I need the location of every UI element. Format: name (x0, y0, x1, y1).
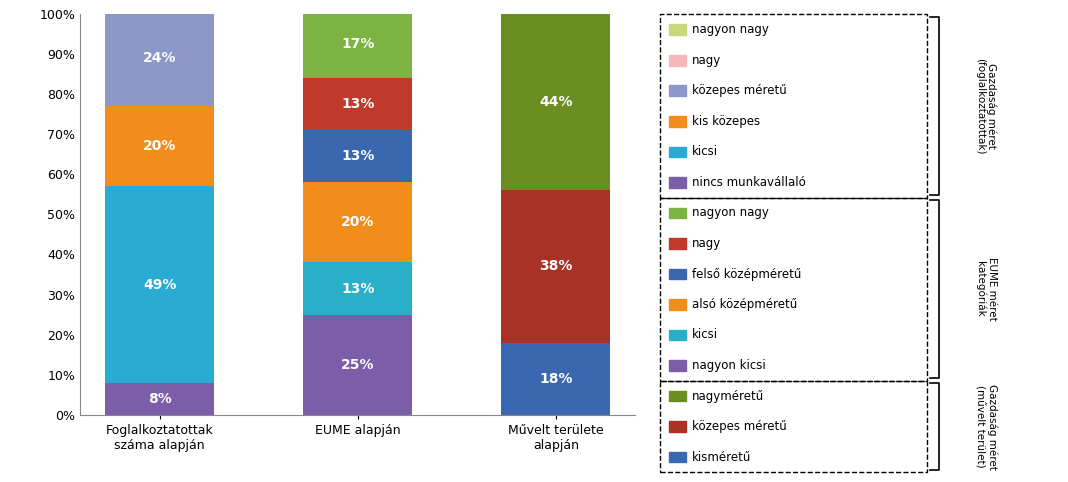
Bar (303, 314, 412, 415)
Text: felső középméretű: felső középméretű (692, 268, 801, 281)
Text: kicsi: kicsi (692, 329, 718, 341)
Text: 13%: 13% (341, 97, 375, 111)
Text: Gazdaság méret
(foglalkoztatottak): Gazdaság méret (foglalkoztatottak) (975, 58, 996, 154)
Text: nagyméretű: nagyméretű (692, 389, 765, 402)
Text: Gazdaság méret
(művelt terület): Gazdaság méret (művelt terület) (974, 384, 998, 469)
Text: 13%: 13% (341, 281, 375, 295)
Text: 24%: 24% (143, 52, 176, 66)
Text: nagyon nagy: nagyon nagy (692, 23, 769, 36)
Bar (501, 190, 610, 343)
Text: 20%: 20% (341, 215, 375, 229)
Text: 38%: 38% (539, 259, 572, 273)
Text: kis közepes: kis közepes (692, 115, 760, 128)
Text: kicsi: kicsi (692, 146, 718, 158)
Bar (106, 11, 215, 107)
Bar (501, 343, 610, 415)
Text: 49%: 49% (143, 278, 176, 292)
Text: 18%: 18% (539, 372, 572, 386)
Bar (501, 14, 610, 190)
Bar (303, 11, 412, 79)
Bar (106, 383, 215, 415)
Text: 8%: 8% (147, 391, 172, 405)
Text: kisméretű: kisméretű (692, 451, 752, 464)
Text: 25%: 25% (341, 358, 375, 372)
Text: nagy: nagy (692, 54, 721, 67)
Text: 20%: 20% (143, 139, 176, 153)
Bar (303, 183, 412, 263)
Bar (303, 79, 412, 131)
Text: nagyon nagy: nagyon nagy (692, 206, 769, 219)
Text: 44%: 44% (539, 95, 572, 109)
Text: EUME méret
kategóriák: EUME méret kategóriák (975, 257, 996, 321)
Text: közepes méretű: közepes méretű (692, 420, 787, 433)
Bar (106, 107, 215, 187)
Bar (106, 187, 215, 383)
Text: 17%: 17% (341, 38, 375, 52)
Text: nincs munkavállaló: nincs munkavállaló (692, 176, 806, 189)
Bar (303, 131, 412, 183)
Text: közepes méretű: közepes méretű (692, 84, 787, 97)
Text: 13%: 13% (341, 149, 375, 163)
Text: nagy: nagy (692, 237, 721, 250)
Text: alsó középméretű: alsó középméretű (692, 298, 798, 311)
Text: nagyon kicsi: nagyon kicsi (692, 359, 766, 372)
Bar (303, 263, 412, 314)
